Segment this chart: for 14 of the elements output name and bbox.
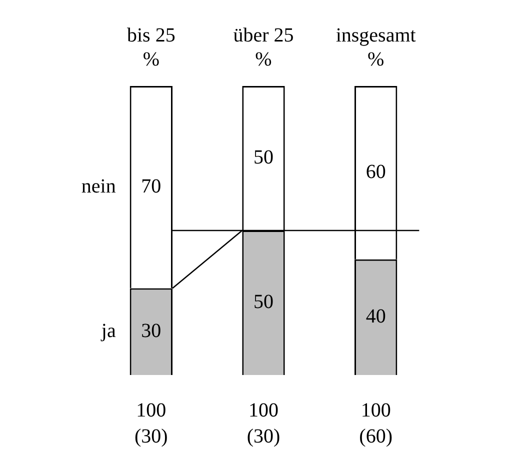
- total-label: 100 (30): [246, 399, 280, 448]
- x-tick-label: bis 25 %: [126, 24, 176, 70]
- data-label: 50: [254, 146, 274, 168]
- data-label: 60: [366, 160, 386, 183]
- data-label: 30: [141, 320, 162, 342]
- data-label: 70: [141, 175, 162, 198]
- series-label: nein: [81, 175, 116, 198]
- total-label: 100 (60): [359, 399, 392, 448]
- x-tick-label: insgesamt %: [336, 24, 416, 70]
- series-label: ja: [100, 320, 116, 342]
- data-label: 50: [254, 291, 274, 313]
- x-tick-label: über 25 %: [233, 24, 294, 70]
- data-label: 40: [366, 305, 386, 328]
- total-label: 100 (30): [134, 399, 168, 448]
